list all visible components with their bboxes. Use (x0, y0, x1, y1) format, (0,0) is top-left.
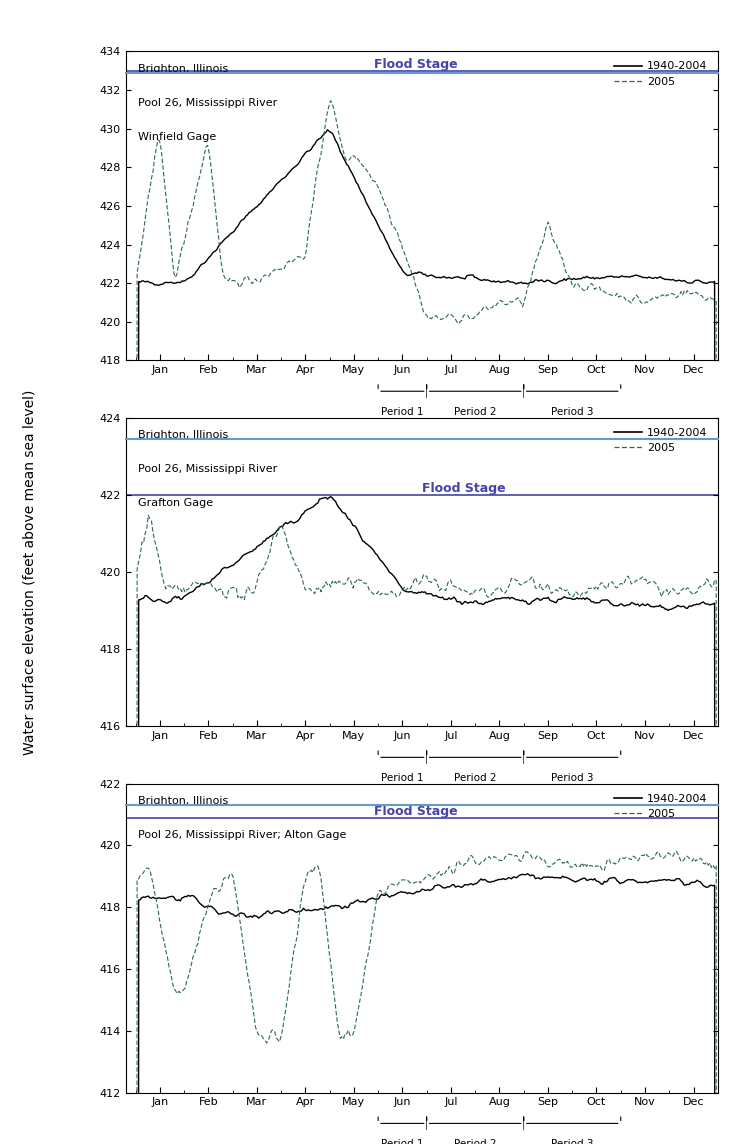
Text: Water surface elevation (feet above mean sea level): Water surface elevation (feet above mean… (23, 389, 36, 755)
Text: Flood Stage: Flood Stage (374, 58, 458, 71)
Text: Pool 26, Mississippi River; Alton Gage: Pool 26, Mississippi River; Alton Gage (138, 831, 346, 840)
Legend: 1940-2004, 2005: 1940-2004, 2005 (610, 423, 712, 458)
Text: Period 1: Period 1 (381, 406, 423, 416)
Text: Period 3: Period 3 (551, 773, 593, 782)
Legend: 1940-2004, 2005: 1940-2004, 2005 (610, 57, 712, 92)
Text: Period 3: Period 3 (551, 1139, 593, 1144)
Text: Period 1: Period 1 (381, 1139, 423, 1144)
Text: Period 1: Period 1 (381, 773, 423, 782)
Text: Brighton, Illinois: Brighton, Illinois (138, 430, 228, 440)
Text: Brighton, Illinois: Brighton, Illinois (138, 64, 228, 74)
Text: Period 2: Period 2 (454, 773, 497, 782)
Text: Pool 26, Mississippi River: Pool 26, Mississippi River (138, 464, 277, 474)
Text: Grafton Gage: Grafton Gage (138, 498, 213, 508)
Text: Flood Stage: Flood Stage (374, 804, 458, 818)
Text: Period 3: Period 3 (551, 406, 593, 416)
Text: Pool 26, Mississippi River: Pool 26, Mississippi River (138, 97, 277, 108)
Text: Period 2: Period 2 (454, 1139, 497, 1144)
Text: Period 2: Period 2 (454, 406, 497, 416)
Text: Brighton, Illinois: Brighton, Illinois (138, 796, 228, 807)
Legend: 1940-2004, 2005: 1940-2004, 2005 (610, 789, 712, 824)
Text: Flood Stage: Flood Stage (422, 482, 505, 495)
Text: Winfield Gage: Winfield Gage (138, 132, 216, 142)
